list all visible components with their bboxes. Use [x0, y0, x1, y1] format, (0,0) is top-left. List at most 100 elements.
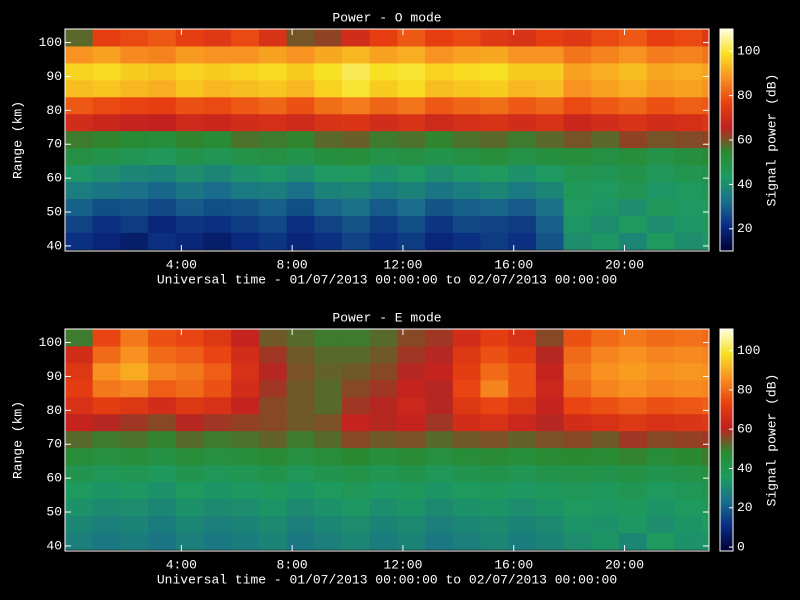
- heatmap-cell: [702, 130, 709, 149]
- heatmap-cell: [397, 345, 426, 364]
- heatmap-cell: [258, 130, 288, 149]
- heatmap-cell: [397, 532, 426, 550]
- heatmap-cell: [92, 413, 121, 432]
- heatmap-cell: [231, 362, 260, 381]
- heatmap-cell: [341, 379, 371, 398]
- heatmap-cell: [397, 147, 426, 166]
- heatmap-cell: [314, 515, 343, 533]
- heatmap-cell: [397, 498, 426, 516]
- heatmap-cell: [425, 181, 454, 199]
- heatmap-cell: [591, 113, 620, 132]
- x-axis-label: Universal time - 01/07/2013 00:00:00 to …: [157, 272, 617, 287]
- heatmap-cell: [646, 362, 675, 381]
- heatmap-cell: [148, 362, 177, 381]
- heatmap-cell: [563, 113, 592, 132]
- heatmap-cell: [480, 29, 509, 47]
- heatmap-cell: [286, 79, 315, 98]
- heatmap-cell: [314, 79, 343, 98]
- y-tick-label: 70: [46, 137, 62, 152]
- heatmap-cell: [369, 481, 398, 499]
- heatmap-cell: [425, 215, 454, 233]
- heatmap-cell: [618, 198, 648, 216]
- heatmap-cell: [618, 345, 648, 364]
- heatmap-cell: [341, 232, 371, 250]
- heatmap-cell: [341, 215, 371, 233]
- heatmap-cell: [175, 362, 204, 381]
- heatmap-cell: [286, 345, 315, 364]
- heatmap-cell: [314, 532, 343, 550]
- heatmap-cell: [591, 413, 620, 432]
- heatmap-cell: [674, 113, 703, 132]
- heatmap-cell: [508, 29, 537, 47]
- colorbar-tick-label: 40: [737, 461, 753, 476]
- heatmap-cell: [397, 515, 426, 533]
- heatmap-cell: [286, 232, 315, 250]
- heatmap-cell: [591, 396, 620, 415]
- heatmap-cell: [591, 29, 620, 47]
- heatmap-cell: [618, 362, 648, 381]
- heatmap-cell: [148, 181, 177, 199]
- heatmap-cell: [452, 532, 481, 550]
- heatmap-cell: [618, 79, 648, 98]
- heatmap-cell: [646, 62, 675, 81]
- heatmap-cell: [508, 232, 537, 250]
- heatmap-cell: [120, 396, 149, 415]
- heatmap-cell: [369, 413, 398, 432]
- heatmap-cell: [674, 498, 703, 516]
- heatmap-cell: [618, 147, 648, 166]
- heatmap-cell: [591, 130, 620, 149]
- heatmap-cell: [314, 329, 343, 347]
- heatmap-cell: [175, 164, 204, 183]
- heatmap-cell: [369, 430, 398, 449]
- heatmap-cell: [618, 113, 648, 132]
- heatmap-cell: [452, 481, 481, 499]
- heatmap-cell: [286, 532, 315, 550]
- heatmap-cell: [535, 198, 565, 216]
- heatmap-cell: [65, 362, 94, 381]
- heatmap-cell: [646, 515, 675, 533]
- heatmap-cell: [563, 379, 592, 398]
- heatmap-cell: [175, 62, 204, 81]
- heatmap-cell: [369, 198, 398, 216]
- heatmap-cell: [148, 198, 177, 216]
- heatmap-cell: [702, 362, 709, 381]
- heatmap-cell: [646, 181, 675, 199]
- heatmap-cell: [286, 396, 315, 415]
- heatmap-cell: [258, 79, 288, 98]
- heatmap-cell: [120, 464, 149, 483]
- heatmap-cell: [535, 62, 565, 81]
- heatmap-cell: [508, 198, 537, 216]
- heatmap-cell: [425, 481, 454, 499]
- heatmap-cell: [702, 532, 709, 550]
- heatmap-cell: [65, 498, 94, 516]
- heatmap-cell: [65, 45, 94, 64]
- heatmap-cell: [452, 181, 481, 199]
- heatmap-cell: [535, 29, 565, 47]
- heatmap-cell: [258, 379, 288, 398]
- heatmap-cell: [286, 45, 315, 64]
- heatmap-cell: [674, 396, 703, 415]
- heatmap-cell: [148, 329, 177, 347]
- heatmap-cell: [452, 79, 481, 98]
- heatmap-cell: [203, 29, 232, 47]
- heatmap-cell: [369, 379, 398, 398]
- heatmap-cell: [480, 113, 509, 132]
- heatmap-cell: [314, 181, 343, 199]
- heatmap-cell: [65, 181, 94, 199]
- heatmap-cell: [563, 498, 592, 516]
- heatmap-cell: [92, 198, 121, 216]
- heatmap-cell: [148, 45, 177, 64]
- heatmap-cell: [120, 362, 149, 381]
- heatmap-cell: [452, 198, 481, 216]
- heatmap-cell: [702, 481, 709, 499]
- heatmap-cell: [563, 164, 592, 183]
- heatmap-cell: [618, 232, 648, 250]
- heatmap-cell: [369, 362, 398, 381]
- heatmap-cell: [258, 96, 288, 115]
- heatmap-cell: [480, 362, 509, 381]
- heatmap-cell: [702, 329, 709, 347]
- heatmap-cell: [508, 345, 537, 364]
- heatmap-cell: [480, 45, 509, 64]
- x-tick-label: 20:00: [605, 557, 644, 572]
- heatmap-cell: [341, 447, 371, 466]
